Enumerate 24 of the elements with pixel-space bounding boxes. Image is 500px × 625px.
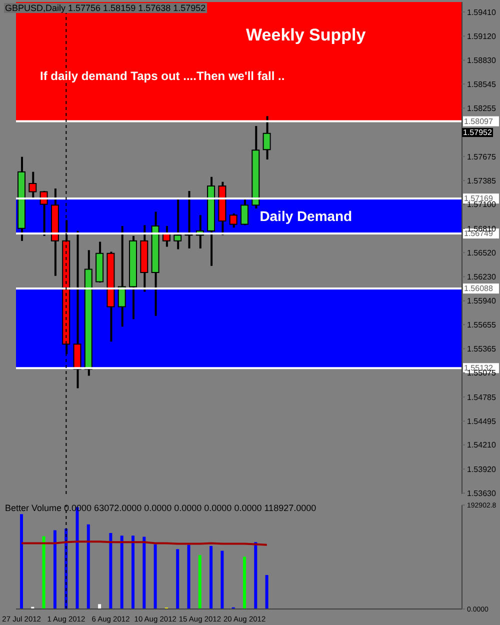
y-tick-label: 1.58830: [467, 56, 496, 66]
y-tick-label: 1.55365: [467, 344, 496, 354]
band-label: Daily Demand: [260, 208, 352, 224]
y-tick-label: 1.54210: [467, 440, 496, 450]
y-tick-label: 1.58545: [467, 80, 496, 89]
y-tick-label: 1.53920: [467, 464, 496, 474]
y-tick-label: 1.54785: [467, 392, 496, 402]
y-tick-label: 1.55655: [467, 320, 496, 330]
y-tick-label: 1.54495: [467, 416, 496, 426]
y-tick-label: 1.53630: [467, 489, 496, 498]
chart-title: GBPUSD,Daily 1.57756 1.58159 1.57638 1.57952: [4, 3, 207, 13]
annotation: If daily demand Taps out ....Then we'll fall ..: [40, 69, 285, 83]
y-tick-label: 1.58255: [467, 104, 496, 113]
ref-line-label: 1.58097: [464, 116, 494, 126]
y-tick-label: 1.57675: [467, 152, 496, 162]
y-tick-label: 1.55940: [467, 296, 496, 306]
y-tick-label: 1.57385: [467, 176, 496, 186]
y-tick-label: 1.56230: [467, 272, 496, 282]
y-tick-label: 1.59410: [467, 8, 496, 17]
text: 1.57952: [462, 128, 493, 137]
band-label: Weekly Supply: [246, 26, 366, 44]
ref-line-label: 1.56088: [464, 284, 494, 294]
y-tick-label: 1.59120: [467, 32, 496, 41]
y-tick-label: 1.56520: [467, 248, 496, 258]
